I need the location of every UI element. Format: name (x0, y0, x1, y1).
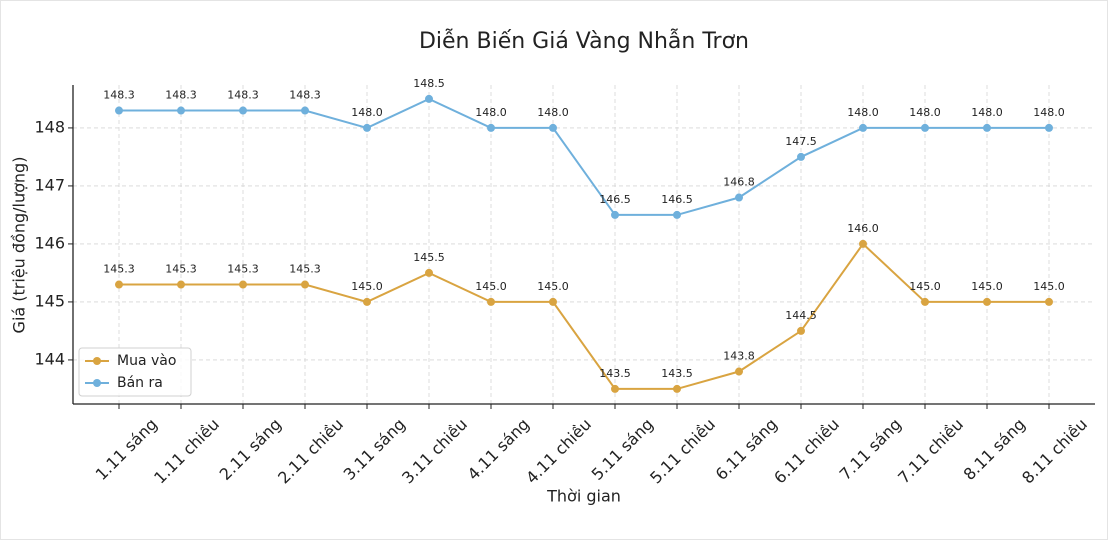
data-label: 145.0 (909, 280, 941, 293)
data-point (611, 210, 619, 219)
data-point (797, 326, 805, 335)
data-point (425, 94, 433, 103)
data-label: 146.8 (723, 176, 755, 189)
data-label: 146.5 (661, 193, 693, 206)
data-label: 148.0 (1033, 106, 1065, 119)
data-label: 148.0 (971, 106, 1003, 119)
data-label: 146.5 (599, 193, 631, 206)
legend: Mua vào Bán ra (78, 347, 192, 397)
legend-marker (93, 379, 101, 387)
data-point (487, 123, 495, 132)
data-point (797, 152, 805, 161)
y-tick-label: 146 (34, 233, 65, 252)
data-point (363, 123, 371, 132)
data-label: 146.0 (847, 222, 879, 235)
y-tick-label: 147 (34, 175, 65, 194)
data-label: 145.0 (537, 280, 569, 293)
data-point (487, 297, 495, 306)
data-point (549, 297, 557, 306)
data-point (673, 384, 681, 393)
data-point (1045, 297, 1053, 306)
data-point (177, 280, 185, 289)
data-point (673, 210, 681, 219)
data-point (983, 297, 991, 306)
data-point (301, 106, 309, 115)
data-point (921, 123, 929, 132)
data-label: 145.0 (351, 280, 383, 293)
data-label: 145.0 (971, 280, 1003, 293)
data-point (549, 123, 557, 132)
legend-label: Bán ra (117, 375, 163, 391)
legend-label: Mua vào (117, 353, 176, 369)
data-label: 143.5 (599, 367, 631, 380)
data-point (1045, 123, 1053, 132)
data-point (735, 193, 743, 202)
data-label: 148.0 (351, 106, 383, 119)
data-label: 145.3 (165, 263, 197, 276)
data-point (177, 106, 185, 115)
y-tick-label: 144 (34, 349, 65, 368)
data-label: 145.3 (289, 263, 321, 276)
data-point (115, 106, 123, 115)
chart-title: Diễn Biến Giá Vàng Nhẫn Trơn (419, 28, 749, 54)
data-label: 148.3 (165, 89, 197, 102)
data-label: 148.3 (289, 89, 321, 102)
data-label: 148.0 (537, 106, 569, 119)
x-axis-label: Thời gian (546, 487, 621, 506)
data-label: 145.0 (1033, 280, 1065, 293)
y-tick-label: 145 (34, 291, 65, 310)
data-label: 145.5 (413, 251, 445, 264)
y-tick-label: 148 (34, 117, 65, 136)
data-point (859, 123, 867, 132)
data-point (611, 384, 619, 393)
data-label: 148.0 (909, 106, 941, 119)
series-line (119, 97, 1049, 216)
data-label: 148.3 (103, 89, 135, 102)
data-point (239, 280, 247, 289)
data-label: 145.3 (227, 263, 259, 276)
data-label: 145.3 (103, 263, 135, 276)
data-label: 145.0 (475, 280, 507, 293)
data-point (983, 123, 991, 132)
data-point (115, 280, 123, 289)
y-axis-label: Giá (triệu đồng/lượng) (10, 157, 29, 334)
data-point (735, 367, 743, 376)
data-point (301, 280, 309, 289)
data-point (363, 297, 371, 306)
series-line (119, 242, 1049, 390)
data-point (425, 268, 433, 277)
data-point (239, 106, 247, 115)
data-point (859, 239, 867, 248)
data-label: 148.0 (847, 106, 879, 119)
data-label: 143.5 (661, 367, 693, 380)
data-label: 144.5 (785, 309, 817, 322)
data-label: 148.0 (475, 106, 507, 119)
data-label: 143.8 (723, 350, 755, 363)
data-label: 148.5 (413, 77, 445, 90)
legend-marker (93, 357, 101, 365)
data-point (921, 297, 929, 306)
data-label: 147.5 (785, 135, 817, 148)
data-label: 148.3 (227, 89, 259, 102)
